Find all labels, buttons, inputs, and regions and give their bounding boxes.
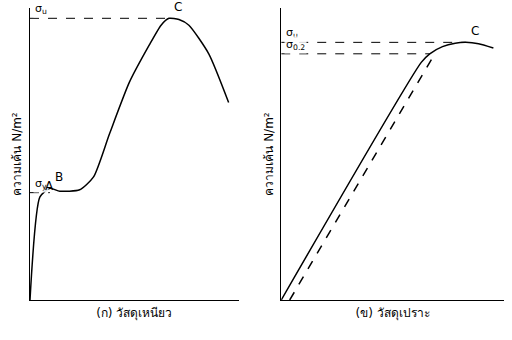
svg-text:σ​u​: σ​u​: [286, 26, 298, 40]
svg-text:C: C: [471, 24, 479, 38]
svg-text:C: C: [174, 0, 182, 14]
svg-text:σ​u​: σ​u​: [35, 2, 47, 16]
svg-text:ความเค้น N/m²: ความเค้น N/m²: [10, 112, 24, 196]
svg-text:(ข) วัสดุเปราะ: (ข) วัสดุเปราะ: [356, 306, 430, 321]
svg-text:A: A: [45, 179, 54, 193]
svg-text:σ​0.2​: σ​0.2​: [286, 38, 305, 52]
svg-text:B: B: [55, 170, 63, 184]
svg-text:σ​y​: σ​y​: [35, 177, 47, 191]
svg-text:(ก) วัสดุเหนียว: (ก) วัสดุเหนียว: [96, 306, 172, 321]
svg-text:ความเค้น N/m²: ความเค้น N/m²: [262, 112, 276, 196]
